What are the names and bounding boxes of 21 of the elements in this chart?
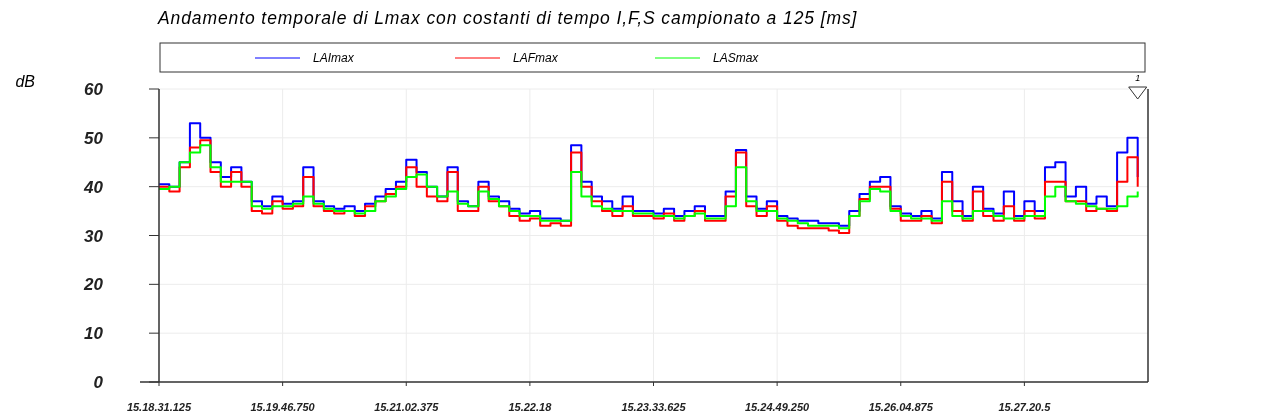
x-tick-label: 15.22.18	[508, 401, 553, 412]
x-tick-label: 15.27.20.5	[998, 401, 1052, 412]
x-tick-label: 15.18.31.125	[126, 401, 192, 412]
y-tick-label: 0	[93, 373, 104, 392]
legend-label: LASmax	[713, 51, 760, 65]
y-tick-label: 10	[84, 324, 104, 344]
legend-label: LAFmax	[513, 51, 559, 65]
x-tick-label: 15.19.46.750	[250, 401, 316, 412]
y-tick-label: 40	[83, 177, 104, 197]
chart-title: Andamento temporale di Lmax con costanti di tempo I,F,S campionato a 125 [ms]	[157, 8, 858, 28]
y-tick-label: 20	[83, 275, 104, 295]
text: 1	[1135, 73, 1141, 83]
x-tick-label: 15.21.02.375	[374, 401, 440, 412]
y-tick-label: 60	[84, 80, 104, 99]
y-tick-label: 30	[84, 226, 104, 246]
legend-label: LAImax	[313, 51, 355, 65]
x-tick-label: 15.23.33.625	[621, 401, 687, 412]
y-tick-label: 50	[84, 128, 104, 148]
x-tick-label: 15.26.04.875	[868, 401, 934, 412]
x-tick-label: 15.24.49.250	[745, 401, 811, 412]
y-axis-title: dB	[15, 73, 36, 90]
